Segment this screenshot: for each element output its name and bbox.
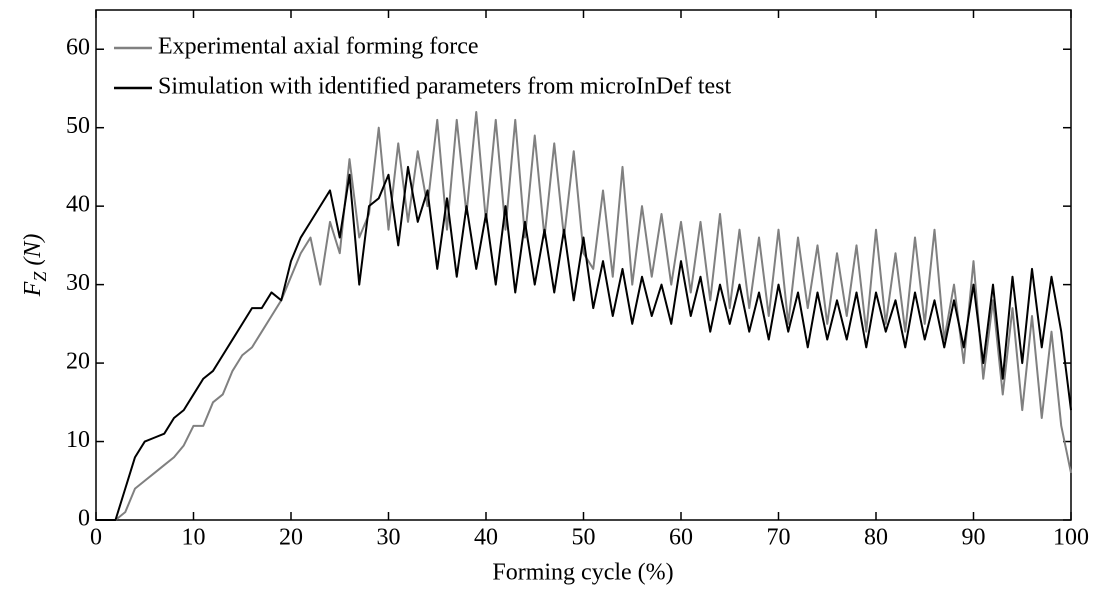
x-tick-label: 50 — [572, 525, 596, 551]
y-tick-label: 10 — [66, 427, 90, 453]
y-tick-label: 0 — [78, 506, 90, 532]
x-tick-label: 0 — [90, 525, 102, 551]
x-tick-label: 10 — [182, 525, 206, 551]
x-tick-label: 60 — [669, 525, 693, 551]
series-line — [96, 165, 1072, 521]
x-tick-label: 40 — [474, 525, 498, 551]
legend-label: Simulation with identified parameters fr… — [158, 74, 732, 100]
y-tick-label: 50 — [66, 113, 90, 139]
y-label-unit: (N) — [20, 234, 46, 266]
y-axis-label: FZ (N) — [20, 234, 51, 298]
x-tick-label: 100 — [1053, 525, 1089, 551]
x-axis-label: Forming cycle (%) — [492, 560, 673, 586]
y-label-subscript: Z — [30, 271, 50, 282]
x-tick-label: 20 — [279, 525, 303, 551]
x-tick-label: 80 — [864, 525, 888, 551]
y-tick-label: 20 — [66, 349, 90, 375]
legend-label: Experimental axial forming force — [158, 34, 479, 60]
x-tick-label: 30 — [377, 525, 401, 551]
y-tick-label: 40 — [66, 192, 90, 218]
x-tick-label: 70 — [767, 525, 791, 551]
series-line — [96, 111, 1072, 521]
x-tick-label: 90 — [962, 525, 986, 551]
y-tick-label: 30 — [66, 270, 90, 296]
y-tick-label: 60 — [66, 35, 90, 61]
y-label-symbol: F — [20, 281, 46, 297]
